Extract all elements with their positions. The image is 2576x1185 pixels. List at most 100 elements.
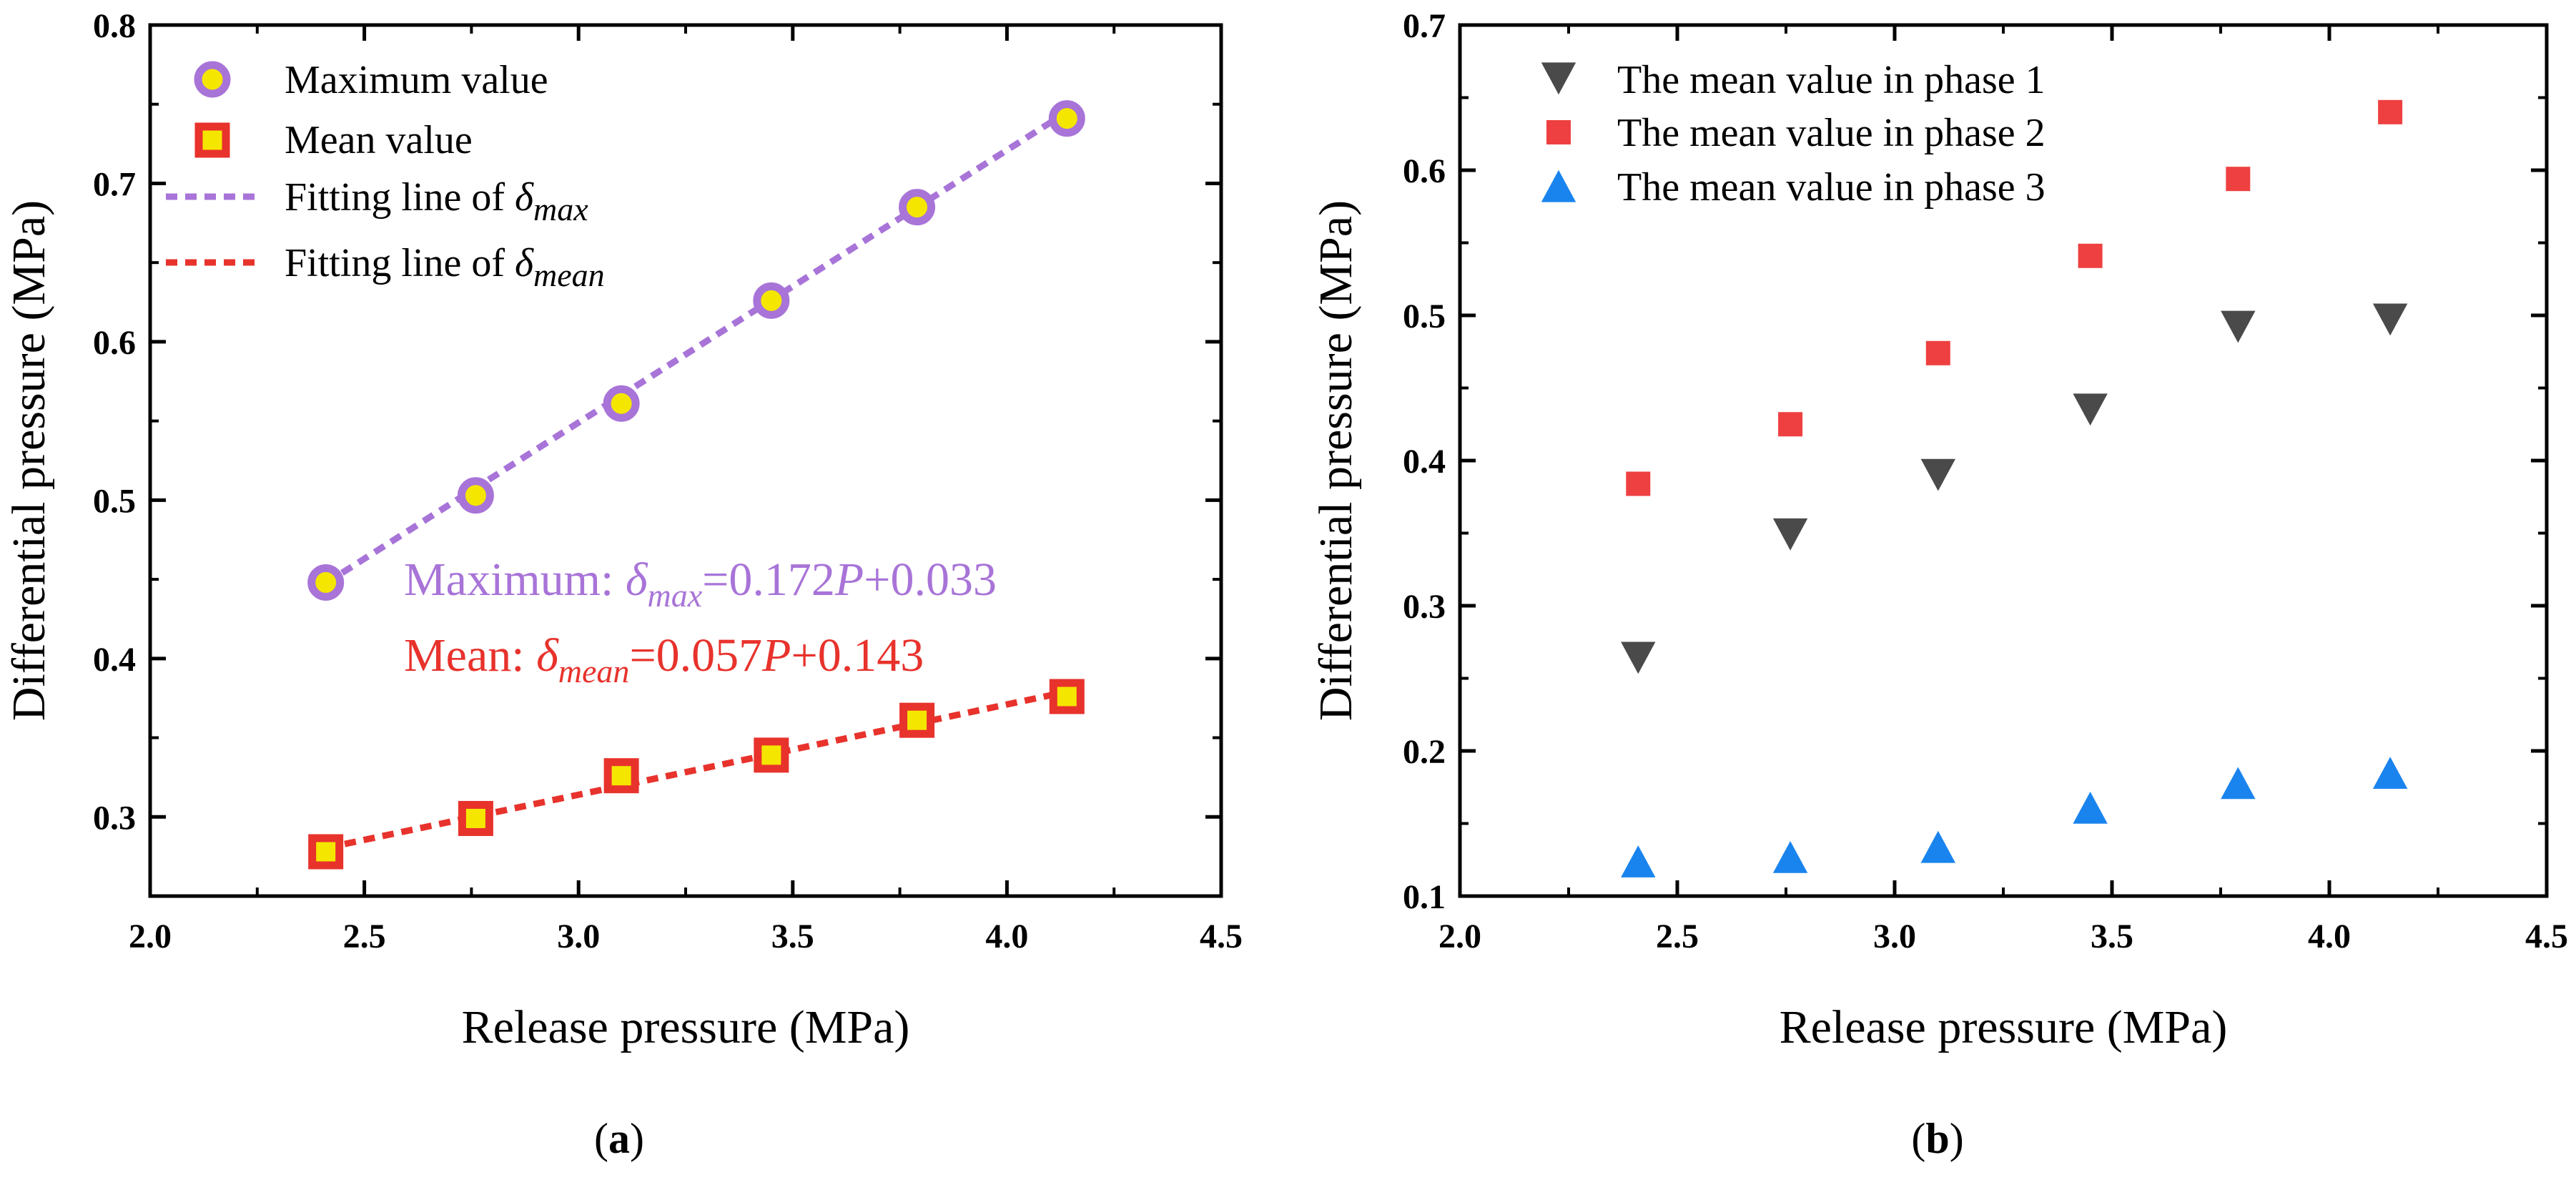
point-phase-2-4 <box>2226 167 2251 192</box>
equation-maximum-eq: =0.172 <box>702 554 835 606</box>
legend-marker-phase-2 <box>1546 120 1571 144</box>
x-tick-label-b-2: 3.0 <box>1873 918 1916 955</box>
legend-fit-mean-prefix: Fitting line of <box>285 241 515 285</box>
data-points-a <box>307 100 1085 870</box>
legend-label-phase-2: The mean value in phase 2 <box>1617 111 2045 155</box>
equation-mean-sub: mean <box>558 653 630 689</box>
panel-b: 2.0 2.5 3.0 3.5 4.0 4.5 0.1 0.2 0.3 0.4 0.5 0.6 0.7… <box>1310 7 2568 1162</box>
point-phase-1-3 <box>2073 393 2108 426</box>
panel-label-b-open: ( <box>1911 1115 1925 1162</box>
point-phase-1-5 <box>2372 303 2408 336</box>
y-tick-label-a-1: 0.4 <box>93 641 136 679</box>
point-phase-1-4 <box>2221 310 2256 343</box>
point-phase-1-1 <box>1772 518 1808 551</box>
y-tick-label-a-4: 0.7 <box>93 165 136 203</box>
legend-label-mean: Mean value <box>285 118 473 162</box>
point-phase-1-0 <box>1621 641 1656 674</box>
equation-mean-tail: +0.143 <box>791 629 924 682</box>
equation-maximum-var: P <box>834 554 864 606</box>
point-circle-5 <box>1048 100 1085 137</box>
point-phase-2-0 <box>1626 471 1651 496</box>
legend-fit-mean-symbol: δ <box>515 241 534 285</box>
y-tick-label-b-1: 0.2 <box>1403 733 1446 771</box>
point-circle-3 <box>753 282 790 319</box>
x-axis-ticks-a: 2.0 2.5 3.0 3.5 4.0 4.5 <box>129 25 1243 955</box>
x-tick-label-b-5: 4.5 <box>2525 918 2568 955</box>
equation-mean-symbol: δ <box>536 629 559 682</box>
y-axis-title-a: Differential pressure (MPa) <box>3 200 55 721</box>
equation-mean-var: P <box>761 629 791 682</box>
x-tick-label-a-1: 2.5 <box>343 918 386 955</box>
legend-label-phase-1: The mean value in phase 1 <box>1617 58 2045 102</box>
panel-label-b: (b) <box>1911 1115 1963 1162</box>
y-tick-label-b-3: 0.4 <box>1403 443 1446 481</box>
point-circle-1 <box>457 477 494 514</box>
equation-mean: Mean: δmean=0.057P+0.143 <box>404 629 924 689</box>
point-phase-2-2 <box>1925 340 1950 365</box>
legend-symbol-phase-1 <box>1541 62 1576 95</box>
equation-maximum-symbol: δ <box>626 554 648 606</box>
panel-label-b-close: ) <box>1950 1115 1964 1162</box>
x-tick-label-a-4: 4.0 <box>985 918 1028 955</box>
x-axis-title-a: Release pressure (MPa) <box>462 1001 910 1053</box>
point-square-5 <box>1049 679 1085 714</box>
legend-marker-phase-1 <box>1541 62 1576 95</box>
legend-label-phase-3: The mean value in phase 3 <box>1617 165 2045 210</box>
legend-fit-mean-sub: mean <box>533 257 605 293</box>
equation-maximum-tail: +0.033 <box>864 554 997 606</box>
legend-fit-max-symbol: δ <box>515 175 534 220</box>
y-tick-label-b-6: 0.7 <box>1403 7 1446 45</box>
legend-fit-max-prefix: Fitting line of <box>285 175 515 220</box>
legend-a: Maximum value Mean value Fitting line of… <box>166 58 605 293</box>
point-phase-1-2 <box>1920 458 1955 491</box>
legend-marker-mean <box>194 122 230 158</box>
point-square-2 <box>603 758 639 794</box>
legend-marker-maximum <box>194 61 231 98</box>
legend-square-mean <box>194 122 230 158</box>
y-tick-label-b-4: 0.5 <box>1403 298 1446 335</box>
y-tick-label-a-3: 0.6 <box>93 324 136 362</box>
panel-a: 2.0 2.5 3.0 3.5 4.0 4.5 0.3 0.4 0.5 0.6 0.7 0.8 Ma… <box>3 7 1243 1162</box>
point-square-0 <box>308 834 344 870</box>
equation-mean-eq: =0.057 <box>629 629 762 682</box>
x-tick-label-a-5: 4.5 <box>1200 918 1243 955</box>
point-phase-3-1 <box>1772 841 1808 873</box>
x-tick-label-a-2: 3.0 <box>557 918 600 955</box>
panel-label-a-letter: a <box>608 1115 630 1162</box>
point-square-1 <box>458 800 493 836</box>
legend-circle-maximum <box>194 61 231 98</box>
equation-maximum-sub: max <box>648 577 703 614</box>
equation-maximum-prefix: Maximum: <box>404 554 626 606</box>
x-axis-ticks-b: 2.0 2.5 3.0 3.5 4.0 4.5 <box>1438 25 2568 955</box>
x-axis-title-b: Release pressure (MPa) <box>1780 1001 2228 1053</box>
point-phase-3-2 <box>1920 830 1955 863</box>
data-points-b <box>1621 99 2408 877</box>
y-axis-ticks-b: 0.1 0.2 0.3 0.4 0.5 0.6 0.7 <box>1403 7 2547 916</box>
legend-fit-max-sub: max <box>533 191 588 227</box>
fit-line-max <box>324 109 1069 586</box>
y-tick-label-b-2: 0.3 <box>1403 588 1446 626</box>
x-tick-label-a-0: 2.0 <box>129 918 172 955</box>
y-tick-label-b-0: 0.1 <box>1403 878 1446 916</box>
equation-mean-prefix: Mean: <box>404 629 536 682</box>
panel-label-b-letter: b <box>1925 1115 1949 1162</box>
x-tick-label-b-3: 3.5 <box>2091 918 2133 955</box>
y-tick-label-a-5: 0.8 <box>93 7 136 45</box>
panel-label-a-close: ) <box>630 1115 644 1162</box>
y-tick-label-a-0: 0.3 <box>93 799 136 837</box>
panel-label-a-open: ( <box>594 1115 608 1162</box>
point-circle-0 <box>307 564 345 601</box>
point-phase-3-4 <box>2221 767 2256 800</box>
y-axis-title-b: Differential pressure (MPa) <box>1310 200 1362 721</box>
fit-line-mean <box>325 688 1068 852</box>
legend-symbol-phase-3 <box>1541 169 1576 202</box>
panel-label-a: (a) <box>594 1115 644 1162</box>
y-tick-label-b-5: 0.6 <box>1403 152 1446 190</box>
legend-label-maximum: Maximum value <box>285 58 548 102</box>
legend-symbol-phase-2 <box>1546 120 1571 144</box>
point-phase-3-5 <box>2372 757 2408 790</box>
legend-label-fit-mean: Fitting line of δmean <box>285 241 605 293</box>
legend-label-fit-max: Fitting line of δmax <box>285 175 588 227</box>
x-tick-label-b-0: 2.0 <box>1438 918 1481 955</box>
